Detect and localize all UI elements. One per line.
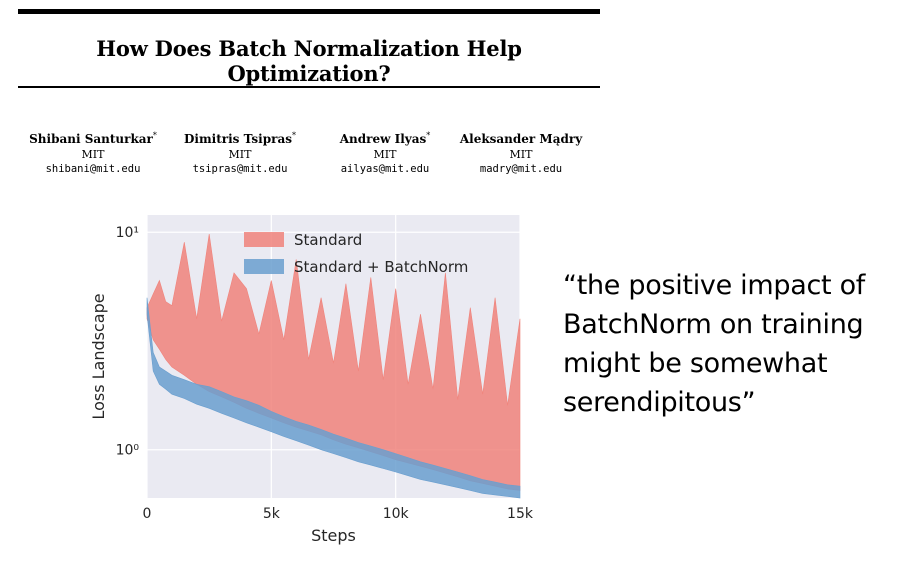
legend-swatch xyxy=(244,232,284,247)
author-email: shibani@mit.edu xyxy=(45,163,141,175)
author-name: Shibani Santurkar* xyxy=(29,131,157,146)
y-tick-label: 10⁰ xyxy=(116,443,140,459)
author-affiliation: MIT xyxy=(373,148,397,161)
author-affiliation: MIT xyxy=(509,148,533,161)
x-tick-label: 15k xyxy=(507,506,534,522)
legend-swatch xyxy=(244,259,284,274)
paper-title: How Does Batch Normalization Help Optimi… xyxy=(96,36,522,86)
author-name: Andrew Ilyas* xyxy=(339,131,431,146)
y-tick-label: 10¹ xyxy=(116,225,139,241)
y-axis-label: Loss Landscape xyxy=(89,293,108,419)
author-4: Aleksander Mądry MIT madry@mit.edu xyxy=(446,128,596,177)
legend-label: Standard xyxy=(294,231,362,249)
author-3: Andrew Ilyas* MIT ailyas@mit.edu xyxy=(310,128,460,177)
x-tick-label: 5k xyxy=(263,506,281,522)
author-1: Shibani Santurkar* MIT shibani@mit.edu xyxy=(18,128,168,177)
title-rule xyxy=(18,86,600,88)
legend-label: Standard + BatchNorm xyxy=(294,258,468,276)
x-tick-label: 10k xyxy=(383,506,410,522)
loss-landscape-chart: 0 5k 10k 15k 10⁰ 10¹ Steps Loss Landscape Standa… xyxy=(89,215,534,545)
x-tick-label: 0 xyxy=(143,506,152,522)
author-name: Dimitris Tsipras* xyxy=(184,131,296,146)
x-axis-label: Steps xyxy=(311,526,356,545)
top-rule xyxy=(18,9,600,14)
series-area-batchnorm xyxy=(146,297,521,499)
quote-text: “the positive impact of BatchNorm on tra… xyxy=(563,270,865,418)
author-affiliation: MIT xyxy=(81,148,105,161)
author-2: Dimitris Tsipras* MIT tsipras@mit.edu xyxy=(165,128,315,177)
author-email: ailyas@mit.edu xyxy=(340,163,430,175)
author-email: tsipras@mit.edu xyxy=(192,163,288,175)
author-block: Shibani Santurkar* MIT shibani@mit.edu D… xyxy=(18,128,600,178)
author-email: madry@mit.edu xyxy=(479,163,563,175)
author-name: Aleksander Mądry xyxy=(459,132,583,146)
author-affiliation: MIT xyxy=(228,148,252,161)
